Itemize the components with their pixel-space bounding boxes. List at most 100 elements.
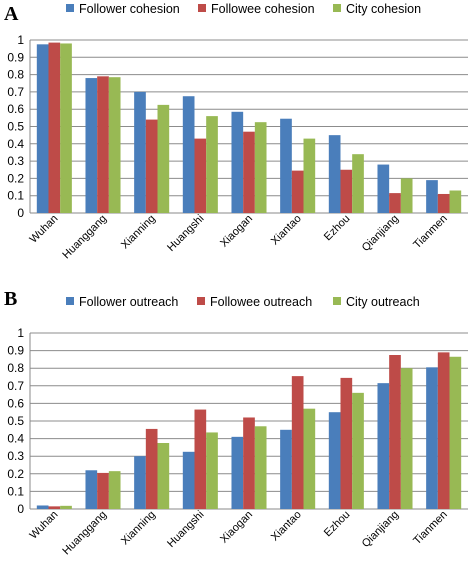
category-label: Wuhan [27,213,60,246]
y-tick-label: 0.2 [7,171,24,185]
bar-city-outreach [108,471,121,509]
bar-city-outreach [352,392,364,509]
y-tick-label: 0.2 [7,467,24,481]
bar-city-outreach [254,426,267,509]
y-tick-label: 0.4 [7,432,24,446]
legend-label: Follower cohesion [79,2,180,16]
bar-follower-outreach [280,429,292,509]
bar-follower-cohesion [377,164,390,213]
bar-followee-cohesion [389,193,401,213]
category-label: Huangshi [165,213,206,254]
bar-followee-outreach [389,355,401,509]
y-tick-label: 0.7 [7,379,24,393]
legend-label: City cohesion [346,2,421,16]
bar-followee-outreach [48,506,61,509]
bar-follower-outreach [182,451,195,509]
legend-swatch [66,297,74,305]
bar-followee-cohesion [243,131,255,213]
legend-label: City outreach [346,295,420,309]
bar-followee-outreach [97,472,109,509]
y-tick-label: 0.6 [7,396,24,410]
category-label: Xiaogan [218,509,255,546]
legend-swatch [66,4,74,12]
category-label: Xianning [119,509,158,548]
legend-swatch [333,297,341,305]
bar-follower-cohesion [134,91,146,213]
category-label: Huanggang [60,213,109,262]
y-tick-label: 0.5 [7,414,24,428]
y-tick-label: 0.3 [7,449,24,463]
bar-follower-cohesion [231,111,244,213]
bar-followee-cohesion [437,193,450,213]
bar-follower-outreach [85,470,98,509]
bar-city-outreach [60,505,72,509]
legend-label: Followee outreach [210,295,312,309]
y-tick-label: 0 [17,206,24,220]
bar-follower-cohesion [36,44,49,214]
y-tick-label: 0.6 [7,102,24,116]
bar-city-outreach [400,368,413,509]
y-tick-label: 0 [17,502,24,516]
bar-follower-outreach [328,412,341,509]
bar-followee-outreach [145,428,158,509]
category-label: Wuhan [27,509,60,542]
y-tick-label: 0.8 [7,361,24,375]
category-label: Huanggang [60,509,109,558]
bar-follower-outreach [426,367,438,509]
bar-followee-cohesion [194,138,207,213]
bar-city-cohesion [206,116,218,213]
y-tick-label: 0.8 [7,68,24,82]
bar-follower-cohesion [280,118,292,213]
y-tick-label: 0.3 [7,154,24,168]
category-label: Qianjiang [360,509,401,550]
bar-city-cohesion [108,77,121,213]
bar-followee-cohesion [97,76,109,213]
bar-followee-outreach [340,377,353,509]
bar-city-outreach [206,432,218,509]
bar-follower-cohesion [426,180,438,213]
legend-swatch [333,4,341,12]
bar-city-cohesion [303,138,316,213]
legend-label: Followee cohesion [211,2,315,16]
bar-followee-cohesion [340,169,353,213]
panel-label-a: A [4,3,19,25]
bar-follower-outreach [231,436,244,509]
category-label: Xiantao [269,213,304,248]
y-tick-label: 0.7 [7,85,24,99]
bar-follower-outreach [377,383,390,509]
y-tick-label: 0.4 [7,137,24,151]
category-label: Ezhou [322,213,353,244]
category-label: Huangshi [165,509,206,550]
y-tick-label: 0.9 [7,344,24,358]
bar-followee-cohesion [48,42,61,213]
bar-followee-outreach [291,376,304,509]
bar-city-outreach [303,408,316,509]
y-tick-label: 0.1 [7,189,24,203]
category-label: Tianmen [411,509,449,547]
category-label: Tianmen [411,213,449,251]
bar-city-cohesion [157,104,170,213]
category-label: Xianning [119,213,158,252]
bar-followee-outreach [194,409,207,509]
bar-follower-cohesion [328,135,341,213]
y-tick-label: 0.1 [7,484,24,498]
legend-swatch [197,297,205,305]
category-label: Ezhou [322,509,353,540]
y-tick-label: 1 [17,326,24,340]
legend-label: Follower outreach [79,295,178,309]
category-label: Xiantao [269,509,304,544]
y-tick-label: 1 [17,33,24,47]
legend-swatch [198,4,206,12]
y-tick-label: 0.9 [7,50,24,64]
bar-follower-cohesion [182,96,195,213]
bar-city-cohesion [400,178,413,213]
y-tick-label: 0.5 [7,120,24,134]
bar-followee-outreach [437,352,450,509]
bar-followee-cohesion [145,119,158,213]
category-label: Qianjiang [360,213,401,254]
bar-city-outreach [157,443,170,509]
category-label: Xiaogan [218,213,255,250]
bar-city-cohesion [449,190,462,213]
